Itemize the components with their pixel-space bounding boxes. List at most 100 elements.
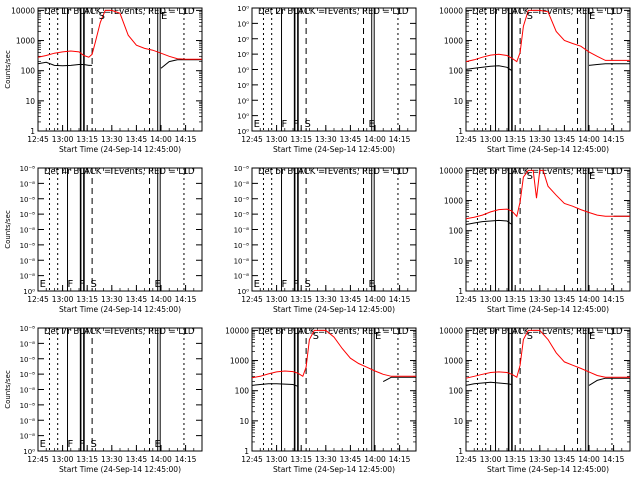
x-tick-label: 14:15 xyxy=(175,135,197,144)
x-axis-label: Start Time (24-Sep-14 12:45:00) xyxy=(59,145,181,154)
x-tick-label: 14:00 xyxy=(150,295,172,304)
x-tick-label: 13:00 xyxy=(52,135,74,144)
chart-title: Det 2r BLACK = Events, RED = LLD xyxy=(258,7,409,17)
x-tick-label: 13:30 xyxy=(315,455,337,464)
x-axis-label: Start Time (24-Sep-14 12:45:00) xyxy=(487,305,609,314)
y-tick-label: 10⁻⁸ xyxy=(20,165,36,173)
series-events-line xyxy=(251,376,416,387)
y-tick-label: 100 xyxy=(449,227,464,236)
series-events-line xyxy=(465,377,630,386)
y-ticks: 10⁰ 10⁻⁸ 10⁻⁸ 10⁻⁸ 10⁻⁸ 10⁻⁸ 10⁻⁸ 10⁻⁸ 10⁻⁸ xyxy=(20,325,202,456)
y-tick-label: 100 xyxy=(449,67,464,76)
y-tick-label: 1000 xyxy=(230,357,249,366)
x-tick-label: 12:45 xyxy=(455,455,477,464)
x-tick-label: 13:00 xyxy=(480,135,502,144)
marker-annotation: E xyxy=(375,331,381,342)
y-tick-label: 10 xyxy=(239,417,249,426)
x-tick-label: 13:45 xyxy=(554,135,576,144)
y-tick-label: 10⁻⁸ xyxy=(234,242,250,250)
x-tick-label: 13:15 xyxy=(290,295,312,304)
marker-annotation: F xyxy=(79,279,85,290)
plot-frame xyxy=(251,7,417,132)
panel-det-3: Det 3r BLACK = Events, RED = LLD11010010… xyxy=(439,6,631,154)
x-axis-label: Start Time (24-Sep-14 12:45:00) xyxy=(273,145,395,154)
x-axis-label: Start Time (24-Sep-14 12:45:00) xyxy=(59,465,181,474)
x-tick-label: 13:15 xyxy=(504,455,526,464)
marker-annotation: S xyxy=(527,171,533,182)
plot-frame xyxy=(251,167,417,292)
y-ticks: 1 10 100 1000 10000 xyxy=(439,166,630,296)
plot-frame xyxy=(37,7,203,132)
marker-annotation: F xyxy=(293,119,299,130)
y-tick-label: 10⁰ xyxy=(237,97,249,105)
x-tick-label: 14:15 xyxy=(603,135,625,144)
y-tick-label: 10⁻⁸ xyxy=(20,180,36,188)
x-tick-label: 14:00 xyxy=(578,455,600,464)
panel-det-2: Det 2r BLACK = Events, RED = LLD 10⁰ 10⁰ 10… xyxy=(237,5,417,154)
x-tick-label: 12:45 xyxy=(241,135,263,144)
y-tick-label: 10⁻⁸ xyxy=(20,340,36,348)
marker-annotation: E xyxy=(589,331,595,342)
y-axis-label: Counts/sec xyxy=(4,50,12,89)
y-tick-label: 10⁰ xyxy=(237,128,249,136)
y-tick-label: 1000 xyxy=(444,37,463,46)
series-events-line xyxy=(465,63,630,72)
panel-det-7: Det 7r BLACK = Events, RED = LLD Counts/s… xyxy=(4,325,203,474)
panel-det-9: Det 9r BLACK = Events, RED = LLD 1 10 100 10… xyxy=(439,326,631,474)
x-tick-label: 13:15 xyxy=(290,455,312,464)
y-tick-label: 10⁰ xyxy=(237,5,249,13)
x-tick-label: 13:45 xyxy=(126,455,148,464)
x-tick-label: 13:45 xyxy=(126,295,148,304)
y-tick-label: 1 xyxy=(244,447,249,456)
marker-annotation: E xyxy=(368,279,374,290)
x-ticks: 12:45 13:00 13:15 13:30 13:45 14:00 14:15 xyxy=(241,328,417,464)
chart-title: Det 6r BLACK = Events, RED = LLD xyxy=(472,167,623,177)
y-tick-label: 10⁰ xyxy=(237,67,249,75)
series-lld-line xyxy=(465,169,630,220)
x-axis-label: Start Time (24-Sep-14 12:45:00) xyxy=(59,305,181,314)
y-tick-label: 10 xyxy=(453,417,463,426)
chart-title: Det 4r BLACK = Events, RED = LLD xyxy=(44,167,195,177)
marker-annotation: S xyxy=(313,331,319,342)
x-tick-label: 12:45 xyxy=(241,455,263,464)
marker-annotation: S xyxy=(90,439,96,450)
x-axis-label: Start Time (24-Sep-14 12:45:00) xyxy=(487,145,609,154)
x-tick-label: 12:45 xyxy=(455,135,477,144)
y-tick-label: 10⁻⁸ xyxy=(20,227,36,235)
y-axis-label: Counts/sec xyxy=(4,370,12,409)
y-tick-label: 10⁻⁸ xyxy=(234,180,250,188)
y-tick-label: 10⁻⁸ xyxy=(20,371,36,379)
marker-annotation: E xyxy=(589,171,595,182)
x-tick-label: 12:45 xyxy=(27,295,49,304)
x-tick-label: 13:15 xyxy=(290,135,312,144)
x-tick-label: 13:30 xyxy=(529,295,551,304)
y-tick-label: 10 xyxy=(453,257,463,266)
x-tick-label: 14:00 xyxy=(578,135,600,144)
panel-det-4: Det 4r BLACK = Events, RED = LLD Counts/s… xyxy=(4,165,203,314)
x-ticks: 12:45 13:00 13:15 13:30 13:45 14:00 14:15 xyxy=(455,328,631,464)
event-markers xyxy=(262,168,399,291)
x-tick-label: 13:15 xyxy=(504,295,526,304)
x-ticks: 12:45 13:00 13:15 13:30 13:45 14:00 14:15 xyxy=(241,168,417,304)
plot-frame xyxy=(37,327,203,452)
plot-frame xyxy=(37,167,203,292)
event-markers xyxy=(476,328,613,451)
event-markers xyxy=(262,328,399,451)
x-ticks: 12:45 13:00 13:15 13:30 13:45 14:00 14:15 xyxy=(27,168,203,304)
series-events-line xyxy=(37,59,202,69)
series-lld-line xyxy=(251,329,416,379)
event-markers xyxy=(48,168,185,291)
x-tick-label: 13:00 xyxy=(52,295,74,304)
x-tick-label: 13:00 xyxy=(266,135,288,144)
panel-det-6: Det 6r BLACK = Events, RED = LLD 1 10 100 10… xyxy=(439,166,631,314)
y-tick-label: 10⁰ xyxy=(237,113,249,121)
y-tick-label: 10⁻⁸ xyxy=(20,356,36,364)
marker-annotation: E xyxy=(368,119,374,130)
y-tick-label: 1000 xyxy=(16,37,35,46)
